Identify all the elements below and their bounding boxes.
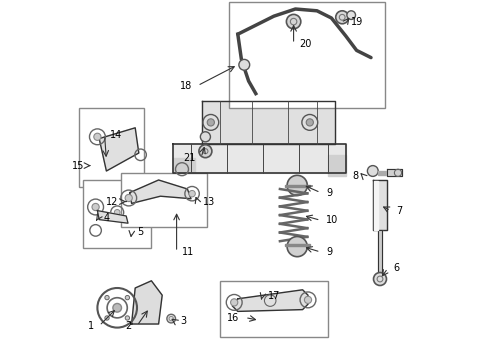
- Bar: [83, 180, 151, 248]
- Polygon shape: [328, 155, 346, 176]
- Circle shape: [373, 273, 387, 285]
- Circle shape: [207, 119, 215, 126]
- Text: 6: 6: [393, 263, 399, 273]
- Text: 9: 9: [326, 188, 332, 198]
- Text: 5: 5: [137, 227, 143, 237]
- Text: 16: 16: [227, 312, 240, 323]
- Polygon shape: [173, 158, 195, 180]
- Text: 11: 11: [182, 247, 194, 257]
- Polygon shape: [202, 101, 335, 144]
- Circle shape: [125, 296, 129, 300]
- Text: 1: 1: [88, 321, 94, 331]
- Text: 14: 14: [110, 130, 122, 140]
- Polygon shape: [285, 244, 310, 246]
- Bar: [79, 108, 144, 187]
- Polygon shape: [232, 290, 308, 311]
- Circle shape: [167, 314, 175, 323]
- Bar: [229, 2, 386, 108]
- Polygon shape: [285, 185, 310, 187]
- Polygon shape: [132, 281, 162, 324]
- Circle shape: [105, 316, 109, 320]
- Circle shape: [239, 59, 250, 70]
- Circle shape: [347, 11, 356, 19]
- Text: 12: 12: [105, 197, 118, 207]
- Circle shape: [105, 296, 109, 300]
- Text: 15: 15: [72, 161, 84, 171]
- Circle shape: [92, 203, 99, 211]
- Text: 4: 4: [103, 213, 110, 223]
- Polygon shape: [373, 180, 387, 230]
- Text: 18: 18: [180, 81, 192, 91]
- Circle shape: [125, 194, 132, 202]
- Text: 19: 19: [351, 17, 364, 27]
- Circle shape: [286, 14, 301, 29]
- Circle shape: [125, 316, 129, 320]
- Text: 13: 13: [203, 197, 215, 207]
- Bar: [121, 173, 207, 227]
- Circle shape: [114, 210, 120, 215]
- Circle shape: [336, 11, 349, 24]
- Text: 2: 2: [125, 321, 132, 331]
- Polygon shape: [98, 211, 128, 223]
- Text: 7: 7: [396, 206, 402, 216]
- Polygon shape: [130, 180, 191, 203]
- Text: 3: 3: [180, 316, 186, 326]
- Text: 20: 20: [299, 39, 311, 49]
- Polygon shape: [387, 169, 402, 176]
- Polygon shape: [374, 181, 378, 230]
- Text: 21: 21: [183, 153, 196, 163]
- Circle shape: [94, 133, 101, 140]
- Circle shape: [306, 119, 314, 126]
- Circle shape: [287, 175, 307, 195]
- Circle shape: [368, 166, 378, 176]
- Text: 8: 8: [352, 171, 358, 181]
- Polygon shape: [378, 171, 389, 175]
- Polygon shape: [378, 230, 382, 277]
- Circle shape: [304, 296, 312, 303]
- Circle shape: [113, 303, 122, 312]
- Circle shape: [287, 237, 307, 257]
- Text: 10: 10: [326, 215, 338, 225]
- Circle shape: [189, 190, 196, 197]
- Text: 9: 9: [326, 247, 332, 257]
- Text: 17: 17: [268, 291, 280, 301]
- Circle shape: [200, 132, 210, 142]
- Circle shape: [231, 299, 238, 306]
- Polygon shape: [99, 128, 139, 171]
- Bar: [220, 281, 328, 337]
- Circle shape: [199, 145, 212, 158]
- Polygon shape: [173, 144, 346, 173]
